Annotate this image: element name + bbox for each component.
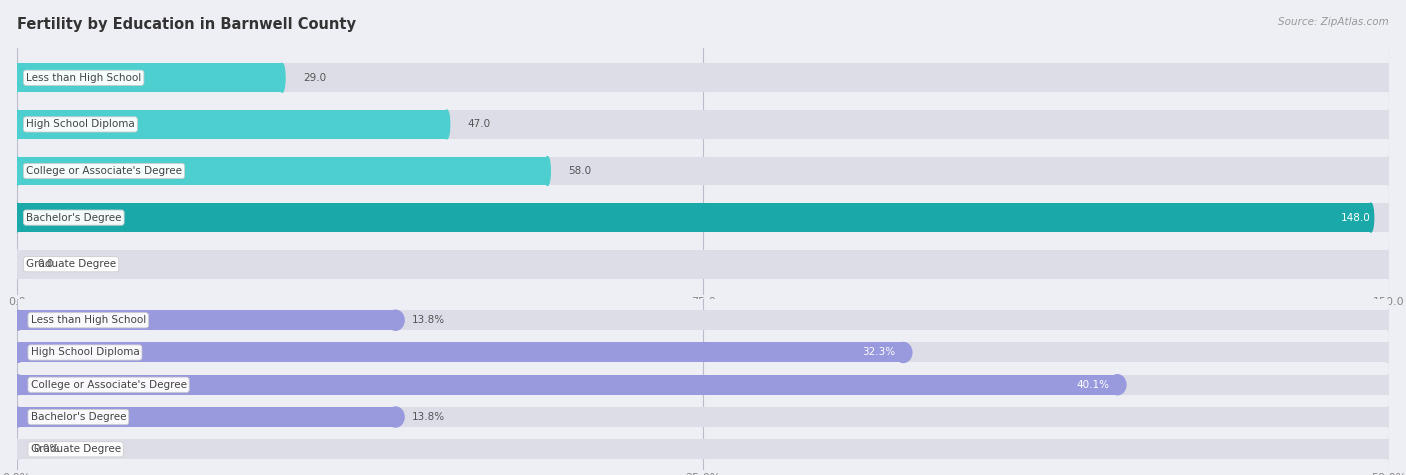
Circle shape <box>8 342 25 362</box>
Bar <box>17 157 547 185</box>
Circle shape <box>1386 110 1392 139</box>
Circle shape <box>1109 375 1126 395</box>
Bar <box>17 375 1389 395</box>
Circle shape <box>8 439 25 459</box>
Circle shape <box>1381 375 1398 395</box>
Text: 148.0: 148.0 <box>1341 213 1371 223</box>
Circle shape <box>14 63 20 92</box>
Bar <box>17 342 903 362</box>
Bar <box>17 63 283 92</box>
Circle shape <box>14 250 20 279</box>
Circle shape <box>14 110 20 139</box>
Bar <box>17 203 1371 232</box>
Text: Bachelor's Degree: Bachelor's Degree <box>27 213 121 223</box>
Text: High School Diploma: High School Diploma <box>27 119 135 129</box>
Bar <box>17 157 1389 185</box>
Text: Bachelor's Degree: Bachelor's Degree <box>31 412 127 422</box>
Bar <box>17 342 1389 362</box>
Circle shape <box>1381 342 1398 362</box>
Text: Graduate Degree: Graduate Degree <box>27 259 117 269</box>
Circle shape <box>1368 203 1374 232</box>
Bar <box>17 407 395 427</box>
Text: 40.1%: 40.1% <box>1076 380 1109 390</box>
Circle shape <box>444 110 450 139</box>
Circle shape <box>1381 407 1398 427</box>
Circle shape <box>8 375 25 395</box>
Circle shape <box>1386 157 1392 185</box>
Text: 0.0: 0.0 <box>38 259 53 269</box>
Circle shape <box>14 63 20 92</box>
Text: 29.0: 29.0 <box>302 73 326 83</box>
Circle shape <box>14 157 20 185</box>
Circle shape <box>8 310 25 330</box>
Circle shape <box>8 407 25 427</box>
Text: 47.0: 47.0 <box>467 119 491 129</box>
Bar <box>17 439 1389 459</box>
Circle shape <box>14 203 20 232</box>
Text: 0.0%: 0.0% <box>34 444 59 454</box>
Text: College or Associate's Degree: College or Associate's Degree <box>31 380 187 390</box>
Circle shape <box>1386 203 1392 232</box>
Circle shape <box>8 375 25 395</box>
Text: 13.8%: 13.8% <box>412 412 446 422</box>
Bar <box>17 310 1389 330</box>
Text: High School Diploma: High School Diploma <box>31 348 139 358</box>
Circle shape <box>544 157 550 185</box>
Bar <box>17 110 1389 139</box>
Text: Less than High School: Less than High School <box>27 73 141 83</box>
Bar <box>17 375 1118 395</box>
Text: College or Associate's Degree: College or Associate's Degree <box>27 166 181 176</box>
Bar <box>17 407 1389 427</box>
Bar <box>17 63 1389 92</box>
Circle shape <box>1386 63 1392 92</box>
Text: 13.8%: 13.8% <box>412 315 446 325</box>
Circle shape <box>8 407 25 427</box>
Circle shape <box>387 310 404 330</box>
Text: Fertility by Education in Barnwell County: Fertility by Education in Barnwell Count… <box>17 17 356 32</box>
Text: 32.3%: 32.3% <box>862 348 896 358</box>
Circle shape <box>8 310 25 330</box>
Text: Source: ZipAtlas.com: Source: ZipAtlas.com <box>1278 17 1389 27</box>
Text: Less than High School: Less than High School <box>31 315 146 325</box>
Circle shape <box>14 110 20 139</box>
Circle shape <box>8 342 25 362</box>
Bar <box>17 250 1389 279</box>
Circle shape <box>280 63 285 92</box>
Circle shape <box>14 203 20 232</box>
Text: 58.0: 58.0 <box>568 166 591 176</box>
Circle shape <box>894 342 912 362</box>
Circle shape <box>1381 439 1398 459</box>
Circle shape <box>14 157 20 185</box>
Bar <box>17 310 395 330</box>
Circle shape <box>1381 310 1398 330</box>
Circle shape <box>387 407 404 427</box>
Bar <box>17 110 447 139</box>
Circle shape <box>1386 250 1392 279</box>
Bar <box>17 203 1389 232</box>
Text: Graduate Degree: Graduate Degree <box>31 444 121 454</box>
